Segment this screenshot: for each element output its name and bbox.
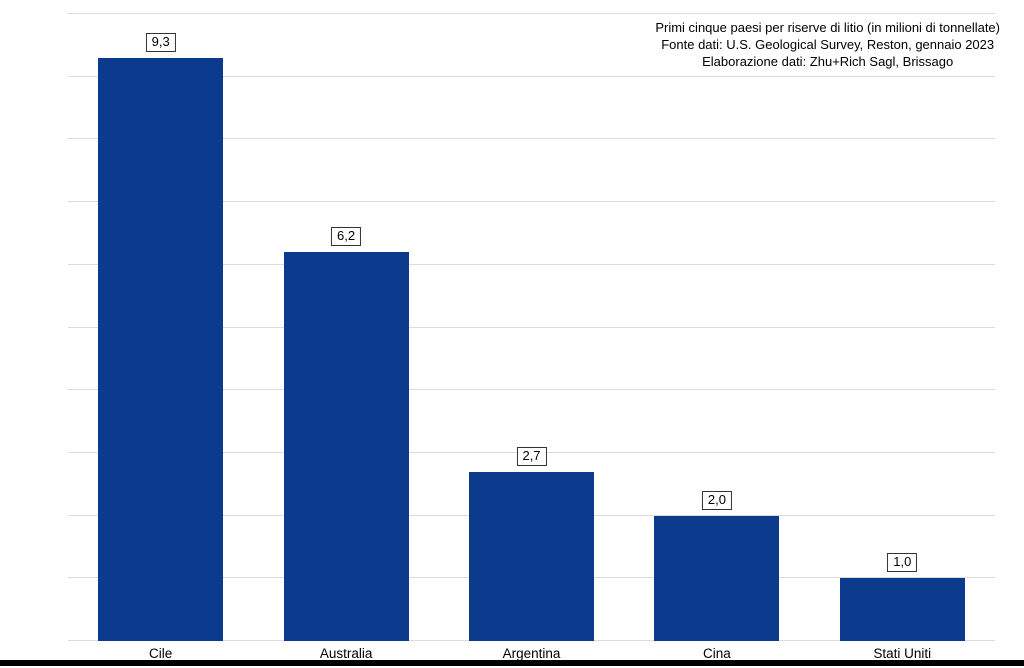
chart-title: Primi cinque paesi per riserve di litio … — [655, 20, 1000, 35]
x-axis-labels: Cile Australia Argentina Cina Stati Uniti — [0, 646, 1024, 662]
bar-australia — [283, 252, 409, 641]
bar-value-label: 6,2 — [331, 227, 362, 247]
gridline — [68, 13, 995, 14]
bar-value-label: 2,7 — [516, 446, 547, 466]
plot-area: 9,3 6,2 2,7 2,0 1,0 — [68, 13, 995, 641]
gridline — [68, 75, 995, 77]
bar-cile — [98, 57, 224, 641]
chart-elaboration-line: Elaborazione dati: Zhu+Rich Sagl, Brissa… — [702, 54, 954, 69]
gridline — [68, 263, 995, 265]
chart-title-block: Primi cinque paesi per riserve di litio … — [655, 19, 1000, 70]
gridline — [68, 138, 995, 140]
x-axis-label: Argentina — [502, 646, 561, 661]
chart-source-line: Fonte dati: U.S. Geological Survey, Rest… — [661, 37, 995, 52]
x-axis-label: Cile — [149, 646, 173, 661]
x-axis-label: Stati Uniti — [873, 646, 932, 661]
bar-value-label: 2,0 — [701, 490, 732, 510]
gridline — [68, 201, 995, 203]
bottom-black-strip — [0, 660, 1024, 666]
bar-argentina — [469, 471, 594, 641]
x-axis-label: Australia — [319, 646, 373, 661]
bar-value-label: 9,3 — [145, 32, 176, 52]
x-axis-label: Cina — [703, 646, 731, 661]
bar-value-label: 1,0 — [887, 553, 918, 573]
gridline — [68, 389, 995, 391]
bar-cina — [654, 515, 780, 641]
gridline — [68, 326, 995, 328]
bar-stati-uniti — [839, 578, 965, 641]
